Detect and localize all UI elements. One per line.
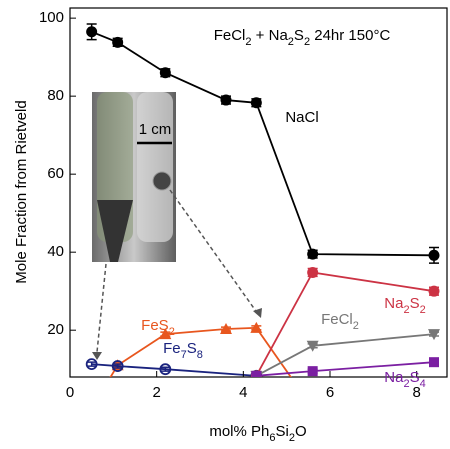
- error-bar: [112, 363, 123, 369]
- marker: [159, 67, 171, 79]
- marker: [86, 26, 98, 38]
- marker: [307, 366, 318, 377]
- error-bar: [160, 366, 171, 372]
- marker: [428, 249, 440, 261]
- series-label: FeS2: [141, 317, 175, 338]
- marker: [429, 357, 439, 368]
- x-tick-label: 6: [326, 384, 334, 401]
- marker: [307, 266, 319, 278]
- arrow: [96, 263, 107, 353]
- droplet: [152, 171, 172, 191]
- series-label: Fe7S8: [163, 340, 203, 361]
- marker: [159, 328, 172, 340]
- x-tick-label: 0: [66, 384, 74, 401]
- marker: [85, 358, 98, 371]
- marker: [307, 248, 319, 260]
- tube-right: [137, 92, 173, 242]
- y-tick-label: 80: [47, 87, 64, 104]
- series-line: [109, 326, 292, 377]
- arrows: [96, 189, 259, 353]
- x-tick-label: 8: [412, 384, 420, 401]
- marker: [307, 402, 319, 413]
- marker: [428, 329, 440, 341]
- series-line: [256, 361, 435, 377]
- error-bar: [308, 406, 318, 410]
- y-tick-label: 60: [47, 165, 64, 182]
- x-axis-label: mol% Ph6Si2O: [209, 423, 306, 444]
- marker: [111, 360, 124, 372]
- marker: [250, 97, 262, 109]
- marker: [251, 370, 262, 377]
- y-tick-label: 20: [47, 321, 64, 338]
- marker: [159, 363, 172, 376]
- x-tick-label: 4: [239, 384, 247, 401]
- marker: [86, 402, 98, 413]
- plot-area: [85, 23, 440, 413]
- annotation: FeCl2 + Na2S2 24hr 150°C: [214, 27, 391, 48]
- x-tick-label: 2: [152, 384, 160, 401]
- marker: [306, 340, 319, 352]
- series-label: NaCl: [285, 109, 318, 126]
- marker: [220, 323, 232, 335]
- marker: [220, 94, 232, 106]
- series-label: Na2S2: [384, 295, 425, 316]
- y-tick-label: 40: [47, 243, 64, 260]
- series-label: Na2S4: [384, 369, 425, 390]
- inset-photo: 1 cm: [92, 92, 176, 262]
- marker: [428, 285, 440, 297]
- arrow: [169, 189, 259, 315]
- scale-label: 1 cm: [139, 121, 172, 138]
- error-bar: [86, 361, 97, 367]
- error-bar: [87, 406, 97, 410]
- y-axis-label: Mole Fraction from Rietveld: [13, 100, 30, 283]
- tube-left-bottom: [97, 200, 133, 262]
- series-label: FeCl2: [321, 311, 359, 332]
- series-line: [91, 363, 257, 377]
- marker: [112, 36, 124, 48]
- y-tick-label: 100: [39, 9, 64, 26]
- marker: [250, 321, 263, 333]
